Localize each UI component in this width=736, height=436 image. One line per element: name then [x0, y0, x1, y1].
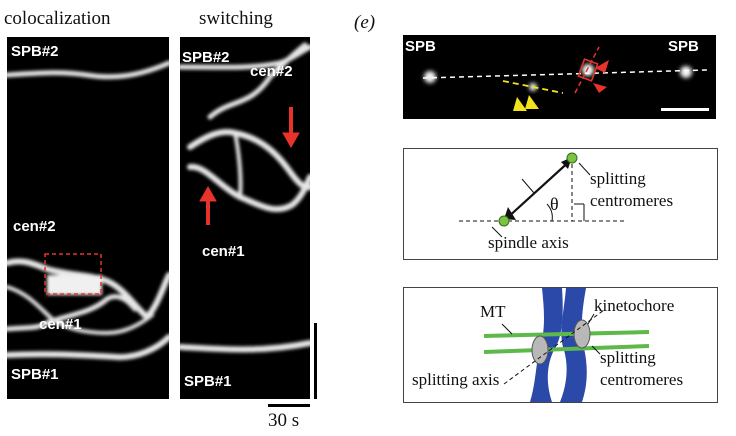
chromatid-right: [560, 288, 587, 402]
centromeres-label-1: centromeres: [590, 191, 674, 210]
label-cen2-colocalization: cen#2: [13, 218, 56, 235]
vertical-scale-bar: [314, 323, 317, 399]
kymograph-switching: SPB#2 cen#2 cen#1 SPB#1: [180, 37, 310, 399]
yellow-arrowhead-2: [525, 95, 539, 109]
red-arrowhead-2: [593, 83, 607, 93]
red-arrowhead-1: [595, 60, 609, 73]
diagram-angle-box: θ splitting centromeres spindle axis: [403, 148, 718, 260]
colocalization-highlight-box: [44, 253, 102, 295]
yellow-arrowhead-1: [513, 97, 527, 111]
centromeres-label-2: centromeres: [600, 370, 684, 389]
microscopy-image-e: SPB SPB: [403, 35, 716, 119]
spindle-axis-label: spindle axis: [488, 233, 569, 252]
red-box: [577, 58, 599, 82]
time-scale-label: 30 s: [268, 410, 300, 431]
angle-arc: [546, 203, 553, 222]
microtubule-upper: [483, 330, 650, 338]
splitting-label-1: splitting: [590, 169, 646, 188]
kymograph-colocalization: SPB#2 cen#2 cen#1 SPB#1: [7, 37, 169, 399]
microtubule-lower: [483, 344, 650, 354]
title-switching: switching: [199, 8, 273, 29]
label-spb-right: SPB: [668, 38, 699, 55]
arrow-down-head: [282, 132, 300, 149]
leader-splitting: [578, 162, 591, 176]
red-dashed-line: [574, 46, 600, 94]
switching-arrows: [199, 107, 300, 225]
kinetochore-left: [531, 335, 549, 365]
diagram-kinetochore-svg: [483, 288, 650, 402]
time-scale-bar: [268, 404, 310, 407]
arrow-up-head: [199, 185, 217, 202]
theta-label: θ: [550, 194, 559, 214]
label-cen1-switching: cen#1: [202, 243, 245, 260]
splitting-label-2: splitting: [600, 348, 656, 367]
label-spb2-colocalization: SPB#2: [11, 43, 59, 60]
microscopy-overlay: [422, 46, 709, 111]
leader-mt: [501, 323, 513, 335]
label-spb2-switching: SPB#2: [182, 49, 230, 66]
diagram-angle-svg: [459, 152, 624, 238]
leader-splitting: [591, 345, 601, 355]
splitting-axis-label: splitting axis: [412, 370, 500, 389]
label-cen1-colocalization: cen#1: [39, 316, 82, 333]
kinetochore-label: kinetochore: [594, 296, 675, 315]
leader-kinetochore: [587, 313, 595, 325]
label-spb-left: SPB: [405, 38, 436, 55]
panel-e-letter: (e): [354, 12, 376, 33]
title-colocalization: colocalization: [4, 8, 111, 29]
centromere-dot-top: [566, 152, 578, 164]
image-scale-bar: [661, 108, 709, 111]
centromere-dot-bottom: [498, 215, 510, 227]
splitting-vector: [505, 158, 573, 220]
kymograph-colocalization-traces: [7, 60, 169, 361]
diagram-kinetochore-box: MT kinetochore splitting centromeres spl…: [403, 287, 718, 403]
spindle-axis-line: [422, 69, 709, 79]
tick-mark: [521, 178, 535, 194]
kymograph-switching-traces: [180, 42, 310, 353]
yellow-dashed-line: [502, 80, 564, 94]
mt-label: MT: [480, 302, 506, 321]
leader-spindle-axis: [491, 226, 503, 238]
label-spb1-colocalization: SPB#1: [11, 366, 59, 383]
label-cen2-switching: cen#2: [250, 63, 293, 80]
label-spb1-switching: SPB#1: [184, 373, 232, 390]
kinetochore-right: [573, 319, 591, 349]
